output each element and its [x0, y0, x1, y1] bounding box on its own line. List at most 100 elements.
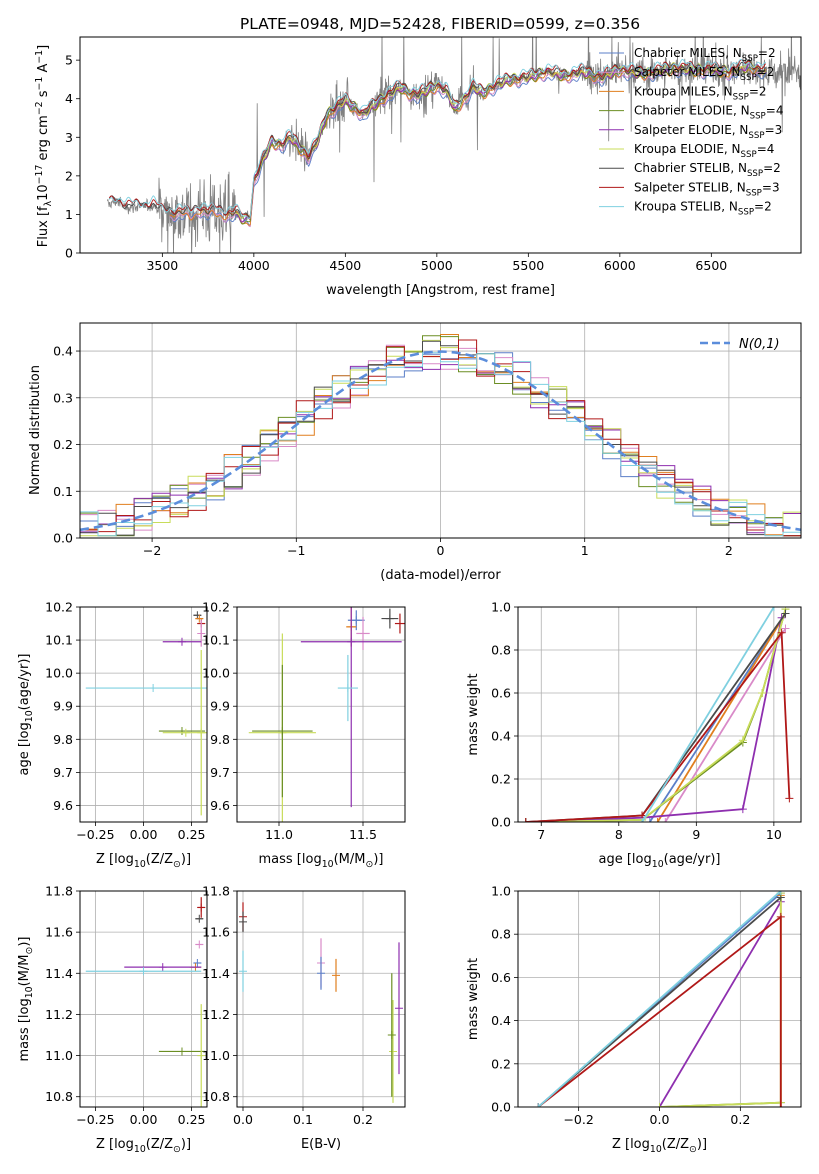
data-point — [239, 911, 247, 933]
point-marker — [197, 1051, 206, 1060]
point-marker — [738, 805, 747, 814]
y-tick-label: 11.2 — [202, 1007, 230, 1022]
y-tick-label: 2 — [65, 168, 73, 183]
point-marker — [758, 689, 767, 697]
data-point — [158, 727, 206, 736]
point-marker — [395, 619, 404, 628]
y-tick-label: 9.9 — [53, 699, 73, 714]
x-tick-label: 5500 — [512, 258, 544, 273]
series-line — [525, 630, 791, 822]
point-marker — [177, 1047, 186, 1056]
series-line — [525, 617, 783, 822]
y-tick-label: 11.8 — [45, 884, 73, 899]
data-point — [162, 637, 202, 646]
y-tick-label: 5 — [65, 53, 73, 68]
y-tick-label: 0 — [65, 246, 73, 261]
x-tick-label: 4000 — [238, 258, 270, 273]
point-marker — [195, 940, 204, 949]
y-tick-label: 9.7 — [53, 765, 73, 780]
observed-spectrum — [107, 37, 801, 253]
plot-frame — [79, 890, 208, 1108]
histogram-kroupa-stelib — [80, 352, 801, 537]
data-point — [197, 897, 206, 918]
point-marker — [738, 736, 747, 745]
y-tick-label: 10.0 — [45, 666, 73, 681]
data-point — [239, 950, 247, 992]
y-tick-label: 0.8 — [491, 927, 511, 942]
y-tick-label: 0.2 — [491, 772, 511, 787]
plot-frame — [517, 606, 802, 823]
x-tick-label: 1 — [581, 543, 589, 558]
data-point — [195, 614, 204, 623]
plot-frame — [517, 890, 802, 1108]
x-tick-label: −0.25 — [76, 827, 114, 842]
x-tick-label: 11.0 — [265, 827, 293, 842]
data-point — [356, 616, 370, 650]
series-salpeter-stelib — [521, 628, 794, 822]
y-tick-label: 10.8 — [45, 1089, 73, 1104]
x-tick-label: 0.25 — [178, 1112, 206, 1127]
y-tick-label: 10.1 — [45, 633, 73, 648]
point-marker — [177, 727, 186, 736]
plot-frame — [79, 606, 208, 823]
x-tick-label: −2 — [143, 543, 161, 558]
x-tick-label: 0.1 — [293, 1112, 313, 1127]
legend-label: Kroupa ELODIE, NSSP=4 — [634, 142, 774, 160]
y-tick-label: 0.6 — [491, 970, 511, 985]
y-tick-label: 0.0 — [53, 531, 73, 546]
x-axis-label: wavelength [Angstrom, rest frame] — [326, 283, 555, 298]
plot-frame — [236, 606, 406, 823]
legend-label: Kroupa STELIB, NSSP=2 — [634, 200, 772, 218]
y-tick-label: 0.4 — [491, 729, 511, 744]
y-tick-label: 11.2 — [45, 1007, 73, 1022]
data-point — [85, 684, 207, 693]
data-point — [389, 1000, 397, 1103]
data-point — [395, 942, 403, 1075]
point-marker — [359, 629, 367, 638]
y-tick-label: 0.1 — [53, 484, 73, 499]
point-marker — [177, 637, 186, 646]
point-marker — [195, 614, 204, 623]
point-marker — [239, 917, 247, 926]
point-marker — [195, 914, 204, 923]
series-line — [664, 628, 787, 822]
series-line — [537, 891, 782, 1107]
y-tick-label: 0.2 — [53, 437, 73, 452]
legend-label: Kroupa MILES, NSSP=2 — [634, 84, 767, 102]
legend-label: N(0,1) — [739, 337, 780, 352]
x-tick-label: 8 — [615, 827, 623, 842]
x-tick-label: 0.0 — [233, 1112, 253, 1127]
point-marker — [197, 629, 206, 638]
y-tick-label: 0.0 — [491, 815, 511, 830]
y-tick-label: 9.7 — [210, 765, 230, 780]
point-marker — [389, 1047, 397, 1056]
y-tick-label: 9.8 — [53, 732, 73, 747]
x-tick-label: 5000 — [421, 258, 453, 273]
x-tick-label: 3500 — [146, 258, 178, 273]
x-tick-label: 0.2 — [353, 1112, 373, 1127]
data-point — [197, 1004, 206, 1107]
y-tick-label: 4 — [65, 91, 73, 106]
point-marker — [395, 1004, 403, 1013]
panel-6: −0.25 0.00 0.25 10.8 11.0 11.2 11.4 11.6 11.8 Z [… — [17, 884, 208, 1155]
x-tick-label: −1 — [287, 543, 305, 558]
y-tick-label: 3 — [65, 130, 73, 145]
x-tick-label: 9 — [692, 827, 700, 842]
x-axis-label: Z [log10(Z/Z⊙)] — [96, 1137, 191, 1155]
point-marker — [785, 794, 794, 803]
plot-frame — [236, 890, 406, 1108]
y-axis-label: mass weight — [466, 958, 481, 1040]
y-tick-label: 9.9 — [210, 699, 230, 714]
data-point — [387, 973, 396, 1097]
point-marker — [193, 959, 202, 967]
y-tick-label: 11.8 — [202, 884, 230, 899]
x-tick-label: 0.00 — [130, 827, 158, 842]
point-marker — [655, 1103, 664, 1107]
data-point — [381, 608, 399, 629]
point-marker — [387, 1031, 396, 1039]
legend-label: Chabrier MILES, NSSP=2 — [634, 46, 776, 64]
x-tick-label: 7 — [537, 827, 545, 842]
y-axis-label: age [log10(age/yr)] — [17, 654, 35, 776]
